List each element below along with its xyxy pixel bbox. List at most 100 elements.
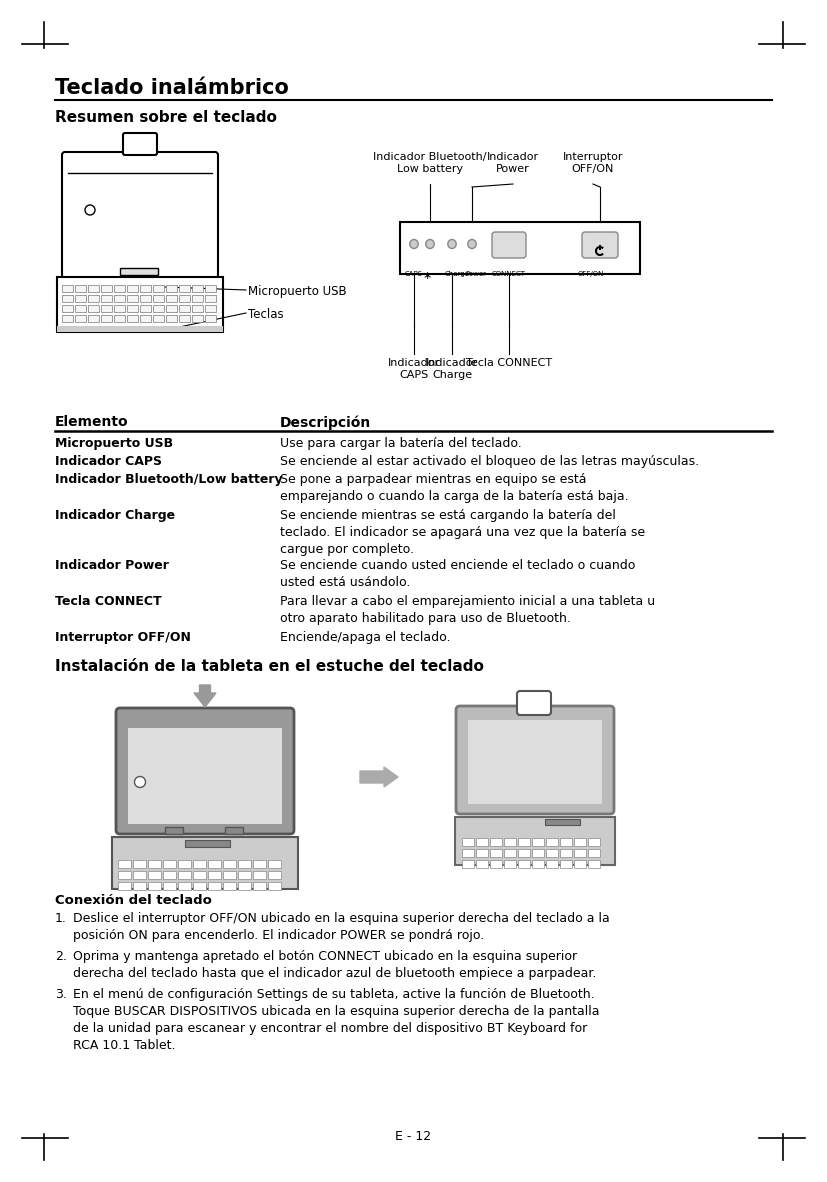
Ellipse shape — [410, 240, 418, 248]
Bar — [504, 849, 516, 857]
Text: Descripción: Descripción — [280, 415, 371, 429]
Bar — [153, 296, 164, 301]
Text: 1.: 1. — [55, 913, 67, 926]
Bar — [140, 296, 151, 301]
Bar — [208, 871, 221, 879]
Bar — [75, 314, 86, 322]
Bar — [588, 860, 600, 868]
Text: Se enciende mientras se está cargando la batería del
teclado. El indicador se ap: Se enciende mientras se está cargando la… — [280, 509, 645, 556]
Bar — [114, 305, 125, 312]
Bar — [504, 838, 516, 846]
Bar — [476, 860, 488, 868]
Text: Interruptor
OFF/ON: Interruptor OFF/ON — [562, 152, 624, 174]
Text: Se enciende al estar activado el bloqueo de las letras mayúsculas.: Se enciende al estar activado el bloqueo… — [280, 455, 699, 468]
Bar — [462, 849, 474, 857]
FancyBboxPatch shape — [62, 152, 218, 278]
FancyArrow shape — [360, 767, 398, 787]
Bar — [532, 838, 544, 846]
Bar — [574, 860, 586, 868]
Bar — [205, 296, 216, 301]
Bar — [88, 285, 99, 292]
Text: Interruptor OFF/ON: Interruptor OFF/ON — [55, 631, 191, 644]
Bar — [476, 849, 488, 857]
Bar — [101, 314, 112, 322]
Bar — [546, 838, 558, 846]
Bar — [127, 285, 138, 292]
Bar — [133, 860, 146, 868]
Bar — [112, 837, 298, 889]
Bar — [163, 871, 176, 879]
Bar — [114, 314, 125, 322]
Text: Indicador Charge: Indicador Charge — [55, 509, 175, 522]
Bar — [518, 860, 530, 868]
Ellipse shape — [85, 204, 95, 215]
Bar — [560, 860, 572, 868]
FancyBboxPatch shape — [492, 232, 526, 258]
Bar — [468, 720, 602, 804]
Bar — [560, 838, 572, 846]
Bar — [178, 882, 191, 890]
Bar — [127, 296, 138, 301]
Text: 2.: 2. — [55, 950, 67, 963]
Bar — [62, 305, 73, 312]
Bar — [166, 285, 177, 292]
Text: Indicador
Charge: Indicador Charge — [426, 358, 478, 379]
Bar — [101, 305, 112, 312]
Bar — [223, 860, 236, 868]
Bar — [140, 285, 151, 292]
Text: ∗: ∗ — [423, 271, 433, 281]
Text: Para llevar a cabo el emparejamiento inicial a una tableta u
otro aparato habili: Para llevar a cabo el emparejamiento ini… — [280, 595, 655, 625]
Text: Instalación de la tableta en el estuche del teclado: Instalación de la tableta en el estuche … — [55, 660, 484, 674]
Bar — [574, 849, 586, 857]
Bar — [57, 277, 223, 332]
Text: Tecla CONNECT: Tecla CONNECT — [466, 358, 552, 368]
Text: Indicador Bluetooth/
Low battery: Indicador Bluetooth/ Low battery — [373, 152, 487, 174]
Bar — [192, 314, 203, 322]
Bar — [208, 860, 221, 868]
Bar — [238, 871, 251, 879]
Text: Use para cargar la batería del teclado.: Use para cargar la batería del teclado. — [280, 437, 522, 450]
Bar — [208, 882, 221, 890]
Bar — [253, 882, 266, 890]
Bar — [192, 305, 203, 312]
Bar — [75, 296, 86, 301]
Text: Enciende/apaga el teclado.: Enciende/apaga el teclado. — [280, 631, 451, 644]
Bar — [166, 314, 177, 322]
Bar — [133, 882, 146, 890]
Text: OFF/ON: OFF/ON — [578, 271, 605, 277]
FancyBboxPatch shape — [517, 691, 551, 715]
Bar — [462, 838, 474, 846]
Bar — [179, 314, 190, 322]
Text: Resumen sobre el teclado: Resumen sobre el teclado — [55, 110, 277, 125]
Text: Teclado inalámbrico: Teclado inalámbrico — [55, 78, 289, 98]
Bar — [153, 285, 164, 292]
Bar — [118, 860, 131, 868]
Text: 3.: 3. — [55, 988, 67, 1001]
Text: Indicador Power: Indicador Power — [55, 559, 169, 572]
Bar — [62, 296, 73, 301]
FancyBboxPatch shape — [123, 134, 157, 155]
Bar — [166, 305, 177, 312]
Bar — [185, 840, 230, 847]
Bar — [588, 838, 600, 846]
Bar — [140, 314, 151, 322]
Bar — [532, 860, 544, 868]
Bar — [114, 285, 125, 292]
Bar — [546, 849, 558, 857]
Bar — [88, 296, 99, 301]
Bar — [193, 871, 206, 879]
Bar — [75, 305, 86, 312]
Bar — [148, 882, 161, 890]
Bar — [88, 305, 99, 312]
Bar — [223, 871, 236, 879]
Bar — [588, 849, 600, 857]
Bar — [253, 860, 266, 868]
Bar — [490, 838, 502, 846]
FancyArrow shape — [194, 686, 216, 707]
FancyBboxPatch shape — [582, 232, 618, 258]
Bar — [546, 860, 558, 868]
Bar — [133, 871, 146, 879]
Text: E - 12: E - 12 — [395, 1130, 431, 1143]
Bar — [205, 305, 216, 312]
Text: Indicador Bluetooth/Low battery: Indicador Bluetooth/Low battery — [55, 473, 283, 486]
